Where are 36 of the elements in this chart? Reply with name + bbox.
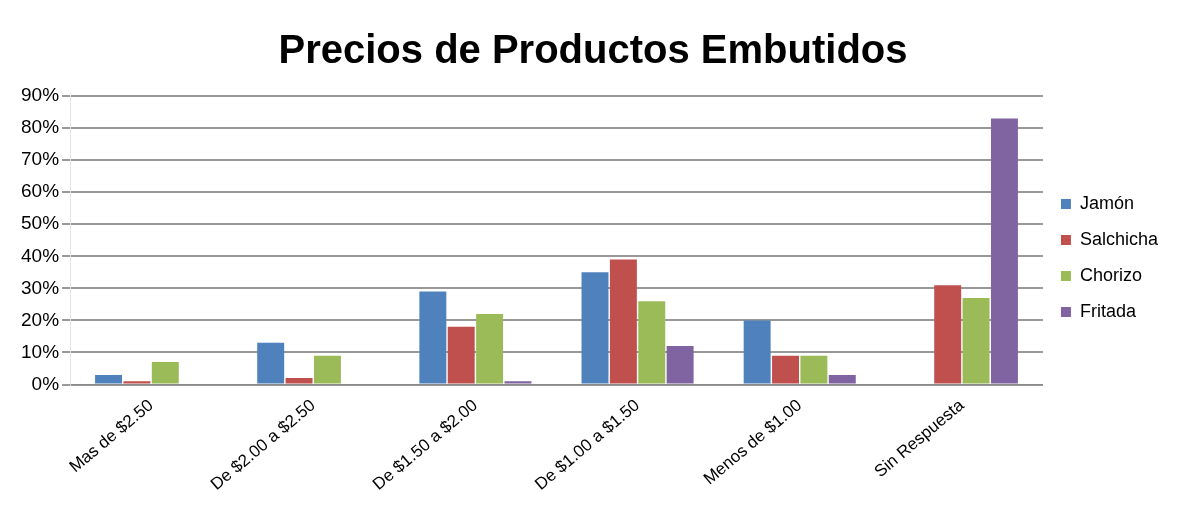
- bar: [123, 381, 151, 384]
- bar: [581, 272, 609, 384]
- bar: [419, 291, 447, 384]
- y-tick-label: 90%: [21, 84, 60, 106]
- bar: [476, 314, 504, 384]
- bar: [638, 301, 666, 384]
- bar: [800, 355, 828, 384]
- bar: [743, 320, 771, 384]
- y-tick-label: 0%: [31, 372, 60, 394]
- legend-label: Salchicha: [1079, 228, 1159, 249]
- y-tick-label: 80%: [21, 116, 60, 138]
- y-tick-label: 30%: [21, 276, 60, 298]
- bar: [666, 346, 694, 384]
- bar: [151, 362, 179, 384]
- bar: [95, 374, 123, 384]
- y-tick-label: 10%: [21, 340, 60, 362]
- y-tick-label: 60%: [21, 180, 60, 202]
- bar: [934, 285, 962, 384]
- legend-label: Jamón: [1079, 192, 1134, 213]
- bar: [313, 355, 341, 384]
- bar: [828, 374, 856, 384]
- y-tick-label: 50%: [21, 212, 60, 234]
- chart-title: Precios de Productos Embutidos: [278, 27, 908, 72]
- bar: [285, 378, 313, 384]
- bar: [257, 342, 285, 384]
- bar: [504, 381, 532, 384]
- y-tick-label: 40%: [21, 244, 60, 266]
- legend-label: Fritada: [1079, 300, 1137, 321]
- bar: [962, 297, 990, 384]
- bar: [990, 118, 1018, 384]
- bar: [609, 259, 637, 384]
- bar: [772, 355, 800, 384]
- bar: [447, 326, 475, 384]
- y-tick-label: 70%: [21, 148, 60, 170]
- legend-label: Chorizo: [1079, 264, 1142, 285]
- y-tick-label: 20%: [21, 308, 60, 330]
